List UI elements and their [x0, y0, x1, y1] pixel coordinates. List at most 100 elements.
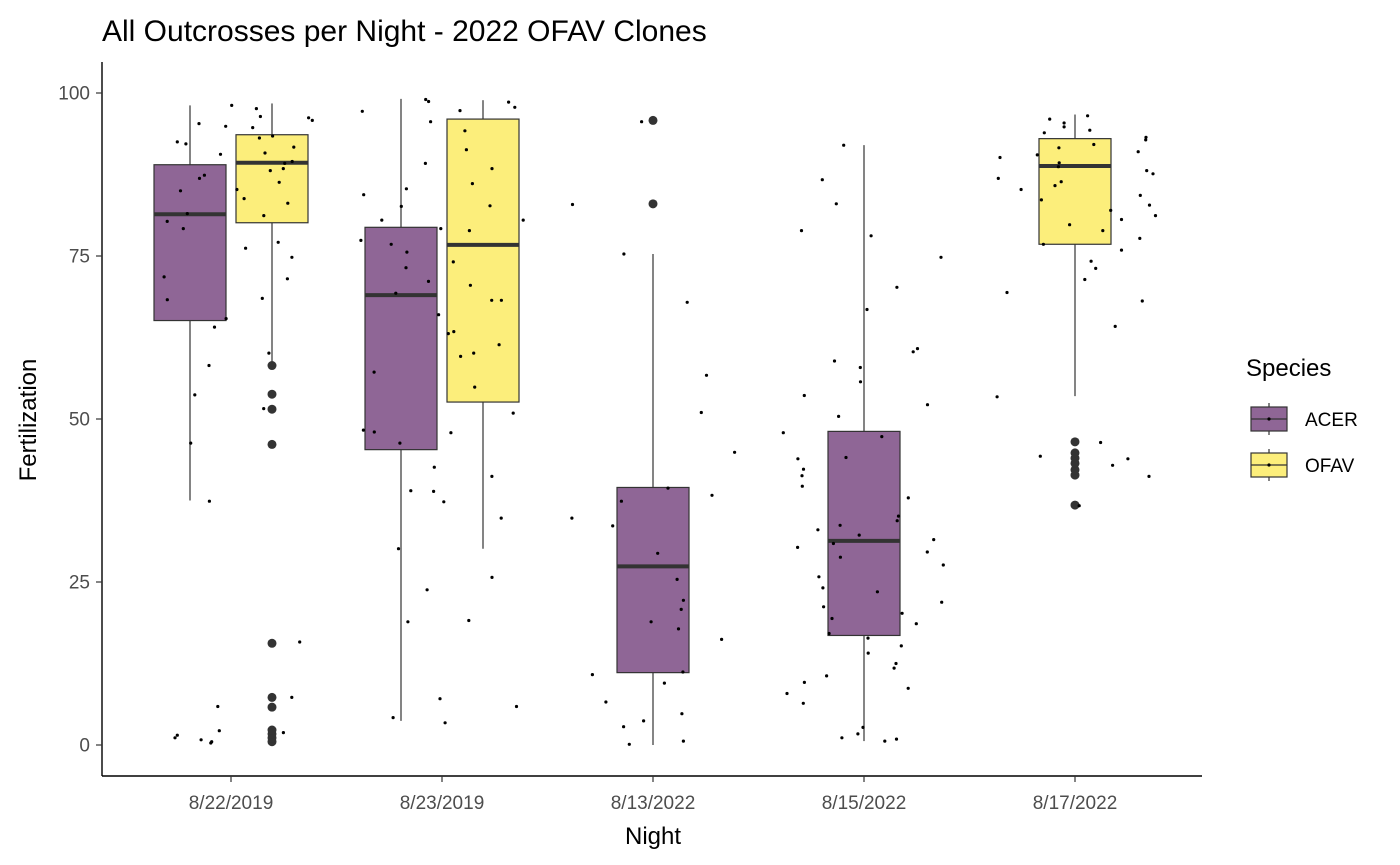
jitter-point — [1153, 214, 1158, 218]
y-tick-label: 100 — [58, 84, 90, 105]
jitter-point — [604, 700, 608, 704]
jitter-point — [800, 484, 804, 488]
jitter-point — [1111, 463, 1115, 467]
jitter-point — [1126, 457, 1130, 461]
jitter-point — [796, 457, 800, 461]
jitter-point — [662, 681, 667, 685]
jitter-point — [875, 590, 880, 594]
jitter-point — [488, 204, 492, 208]
box-acer — [827, 145, 901, 742]
jitter-point — [207, 499, 211, 503]
jitter-point — [1147, 474, 1151, 478]
jitter-point — [1119, 248, 1124, 252]
jitter-point — [831, 541, 836, 546]
jitter-point — [802, 680, 807, 685]
jitter-point — [449, 431, 453, 435]
jitter-point — [263, 151, 267, 155]
jitter-point — [1039, 198, 1043, 202]
jitter-point — [656, 551, 660, 555]
jitter-point — [283, 161, 287, 165]
jitter-point — [858, 365, 862, 370]
jitter-point — [857, 533, 861, 537]
jitter-point — [490, 474, 494, 478]
jitter-point — [216, 704, 220, 709]
jitter-point — [821, 586, 825, 590]
jitter-point — [468, 283, 472, 287]
jitter-point — [394, 291, 398, 295]
legend: Species ACER OFAV — [1246, 355, 1358, 481]
jitter-point — [307, 116, 311, 120]
jitter-point — [292, 145, 296, 149]
legend-item-ofav: OFAV — [1250, 449, 1355, 481]
jitter-point — [290, 695, 294, 700]
jitter-point — [185, 212, 189, 216]
x-tick-label: 8/23/2019 — [400, 793, 485, 814]
jitter-point — [856, 732, 860, 736]
jitter-point — [359, 238, 363, 242]
jitter-point — [165, 298, 169, 302]
jitter-point — [830, 616, 834, 621]
jitter-point — [880, 435, 884, 439]
jitter-point — [499, 298, 503, 302]
outlier-point — [648, 199, 658, 209]
jitter-point — [799, 229, 804, 233]
jitter-point — [869, 234, 873, 238]
jitter-point — [267, 351, 271, 355]
outlier-point — [1070, 500, 1080, 510]
jitter-point — [1019, 187, 1023, 192]
jitter-point — [290, 159, 294, 164]
jitter-point — [310, 118, 314, 122]
jitter-point — [914, 622, 918, 626]
jitter-point — [906, 686, 910, 690]
jitter-point — [840, 736, 844, 740]
box-ofav — [235, 103, 309, 747]
jitter-point — [785, 691, 789, 696]
jitter-point — [1136, 150, 1140, 154]
jitter-point — [998, 155, 1002, 160]
jitter-points-layer — [162, 97, 1158, 746]
jitter-point — [162, 275, 166, 279]
jitter-point — [820, 178, 824, 182]
jitter-point — [842, 143, 846, 147]
jitter-point — [184, 142, 188, 146]
jitter-point — [175, 140, 179, 144]
jitter-point — [1088, 128, 1092, 132]
jitter-point — [837, 414, 841, 418]
jitter-point — [258, 114, 262, 119]
jitter-point — [521, 218, 525, 222]
jitter-point — [277, 180, 281, 184]
jitter-point — [827, 631, 831, 636]
jitter-point — [832, 359, 837, 363]
jitter-point — [619, 499, 624, 503]
jitter-point — [438, 697, 442, 701]
jitter-point — [285, 277, 289, 281]
outlier-point — [267, 389, 277, 399]
jitter-point — [1101, 229, 1105, 233]
jitter-point — [940, 600, 944, 604]
jitter-point — [224, 317, 228, 321]
jitter-point — [268, 169, 272, 173]
jitter-point — [925, 550, 929, 554]
jitter-point — [896, 514, 901, 518]
jitter-point — [470, 182, 474, 186]
jitter-point — [590, 673, 595, 677]
box-iqr — [364, 226, 438, 451]
jitter-point — [1099, 440, 1103, 445]
jitter-point — [391, 716, 395, 720]
jitter-point — [372, 370, 376, 374]
jitter-point — [1138, 193, 1142, 197]
jitter-point — [212, 325, 217, 329]
jitter-point — [825, 674, 829, 678]
jitter-point — [611, 524, 615, 528]
x-tick-label: 8/15/2022 — [822, 793, 907, 814]
jitter-point — [404, 266, 408, 270]
x-axis-ticks: 8/22/2019 8/23/2019 8/13/2022 8/15/2022 8/17… — [189, 776, 1117, 814]
jitter-point — [1119, 217, 1124, 222]
jitter-point — [173, 736, 177, 740]
jitter-point — [362, 193, 366, 197]
jitter-point — [507, 100, 511, 104]
jitter-point — [685, 300, 689, 304]
jitter-point — [866, 636, 870, 640]
jitter-point — [472, 351, 476, 355]
jitter-point — [1151, 172, 1155, 176]
